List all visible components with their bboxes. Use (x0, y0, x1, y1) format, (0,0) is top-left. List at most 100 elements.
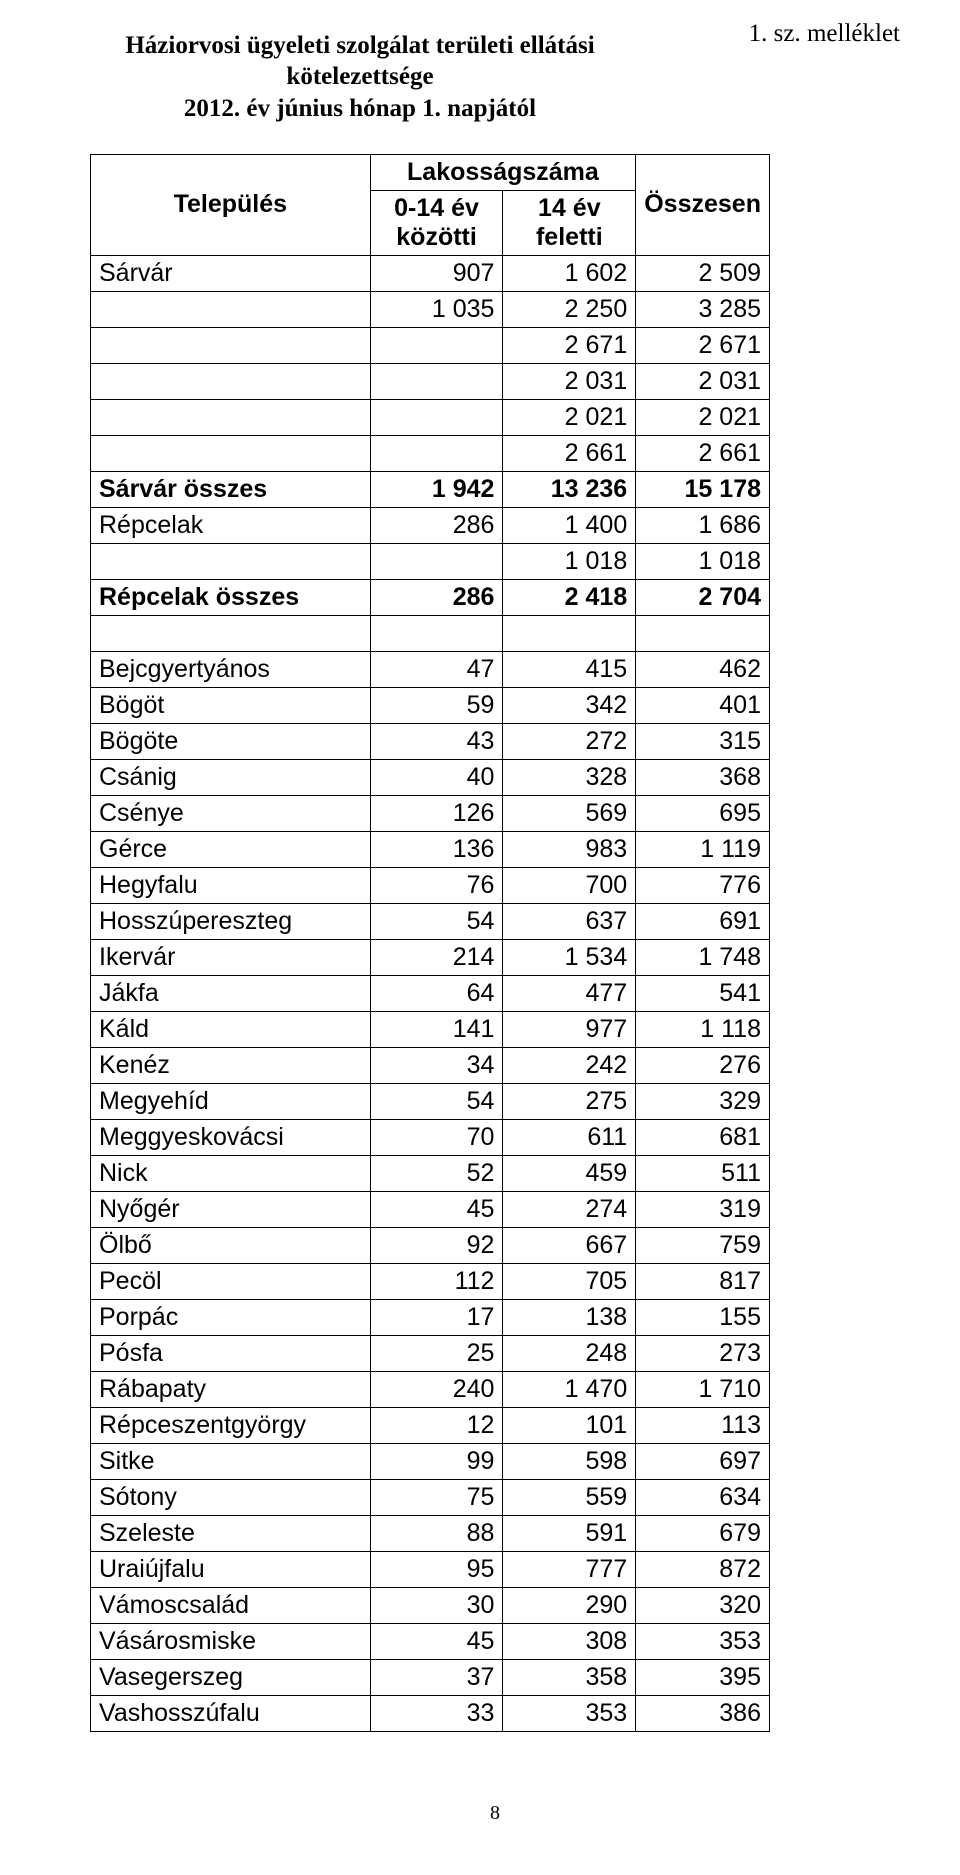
cell-settlement: Sitke (91, 1443, 371, 1479)
cell-0-14: 33 (370, 1695, 503, 1731)
spacer-cell (503, 615, 636, 651)
spacer-cell (370, 615, 503, 651)
cell-14plus: 275 (503, 1083, 636, 1119)
cell-0-14: 95 (370, 1551, 503, 1587)
cell-14plus: 983 (503, 831, 636, 867)
attachment-label: 1. sz. melléklet (749, 20, 900, 48)
cell-total: 315 (636, 723, 770, 759)
cell-0-14: 25 (370, 1335, 503, 1371)
cell-settlement (91, 435, 371, 471)
cell-settlement: Meggyeskovácsi (91, 1119, 371, 1155)
cell-total: 113 (636, 1407, 770, 1443)
table-row: Répceszentgyörgy12101113 (91, 1407, 770, 1443)
table-row: Pecöl112705817 (91, 1263, 770, 1299)
table-row: Ölbő92667759 (91, 1227, 770, 1263)
cell-0-14: 92 (370, 1227, 503, 1263)
cell-0-14: 17 (370, 1299, 503, 1335)
table-row: Csénye126569695 (91, 795, 770, 831)
cell-total: 329 (636, 1083, 770, 1119)
cell-total: 320 (636, 1587, 770, 1623)
cell-14plus: 700 (503, 867, 636, 903)
cell-total: 695 (636, 795, 770, 831)
cell-settlement (91, 399, 371, 435)
header-population: Lakosságszáma (370, 154, 636, 190)
cell-total: 679 (636, 1515, 770, 1551)
table-row: Ikervár2141 5341 748 (91, 939, 770, 975)
cell-14plus: 667 (503, 1227, 636, 1263)
table-body: Sárvár9071 6022 5091 0352 2503 2852 6712… (91, 255, 770, 1731)
cell-total: 2 031 (636, 363, 770, 399)
table-header: Település Lakosságszáma Összesen 0-14 év… (91, 154, 770, 255)
table-row: Gérce1369831 119 (91, 831, 770, 867)
table-row: Sótony75559634 (91, 1479, 770, 1515)
cell-0-14: 64 (370, 975, 503, 1011)
cell-0-14: 45 (370, 1191, 503, 1227)
cell-0-14: 70 (370, 1119, 503, 1155)
cell-14plus: 2 671 (503, 327, 636, 363)
table-row (91, 615, 770, 651)
cell-0-14: 136 (370, 831, 503, 867)
cell-total: 155 (636, 1299, 770, 1335)
population-table: Település Lakosságszáma Összesen 0-14 év… (90, 154, 770, 1732)
table-row: Répcelak2861 4001 686 (91, 507, 770, 543)
cell-14plus: 274 (503, 1191, 636, 1227)
cell-total: 386 (636, 1695, 770, 1731)
cell-14plus: 101 (503, 1407, 636, 1443)
cell-0-14: 37 (370, 1659, 503, 1695)
cell-total: 15 178 (636, 471, 770, 507)
cell-14plus: 977 (503, 1011, 636, 1047)
cell-total: 395 (636, 1659, 770, 1695)
table-row: 2 0212 021 (91, 399, 770, 435)
cell-total: 1 119 (636, 831, 770, 867)
cell-0-14 (370, 435, 503, 471)
cell-settlement: Nick (91, 1155, 371, 1191)
cell-total: 691 (636, 903, 770, 939)
cell-settlement: Bejcgyertyános (91, 651, 371, 687)
document-page: 1. sz. melléklet Háziorvosi ügyeleti szo… (0, 0, 960, 1875)
cell-0-14 (370, 399, 503, 435)
cell-total: 817 (636, 1263, 770, 1299)
cell-0-14: 99 (370, 1443, 503, 1479)
cell-total: 1 686 (636, 507, 770, 543)
cell-14plus: 358 (503, 1659, 636, 1695)
cell-settlement: Hosszúpereszteg (91, 903, 371, 939)
cell-settlement: Répcelak (91, 507, 371, 543)
cell-14plus: 459 (503, 1155, 636, 1191)
spacer-cell (636, 615, 770, 651)
table-row: 2 6612 661 (91, 435, 770, 471)
table-row: Szeleste88591679 (91, 1515, 770, 1551)
table-row: Sárvár9071 6022 509 (91, 255, 770, 291)
table-row: Meggyeskovácsi70611681 (91, 1119, 770, 1155)
cell-settlement: Ikervár (91, 939, 371, 975)
cell-settlement: Bögöte (91, 723, 371, 759)
cell-settlement: Jákfa (91, 975, 371, 1011)
cell-total: 776 (636, 867, 770, 903)
table-row: Nick52459511 (91, 1155, 770, 1191)
table-row: Vashosszúfalu33353386 (91, 1695, 770, 1731)
cell-0-14: 141 (370, 1011, 503, 1047)
cell-settlement: Kenéz (91, 1047, 371, 1083)
cell-settlement: Szeleste (91, 1515, 371, 1551)
cell-14plus: 308 (503, 1623, 636, 1659)
cell-14plus: 242 (503, 1047, 636, 1083)
cell-14plus: 569 (503, 795, 636, 831)
cell-0-14: 34 (370, 1047, 503, 1083)
table-row: Kenéz34242276 (91, 1047, 770, 1083)
cell-total: 3 285 (636, 291, 770, 327)
cell-total: 872 (636, 1551, 770, 1587)
table-row: Rábapaty2401 4701 710 (91, 1371, 770, 1407)
page-number: 8 (90, 1802, 900, 1825)
cell-settlement (91, 363, 371, 399)
cell-settlement: Csénye (91, 795, 371, 831)
cell-14plus: 2 021 (503, 399, 636, 435)
cell-settlement: Porpác (91, 1299, 371, 1335)
table-row: Porpác17138155 (91, 1299, 770, 1335)
cell-0-14 (370, 327, 503, 363)
table-row: Vámoscsalád30290320 (91, 1587, 770, 1623)
cell-settlement: Sárvár összes (91, 471, 371, 507)
cell-total: 697 (636, 1443, 770, 1479)
cell-total: 759 (636, 1227, 770, 1263)
cell-total: 353 (636, 1623, 770, 1659)
cell-settlement: Csánig (91, 759, 371, 795)
cell-total: 1 748 (636, 939, 770, 975)
